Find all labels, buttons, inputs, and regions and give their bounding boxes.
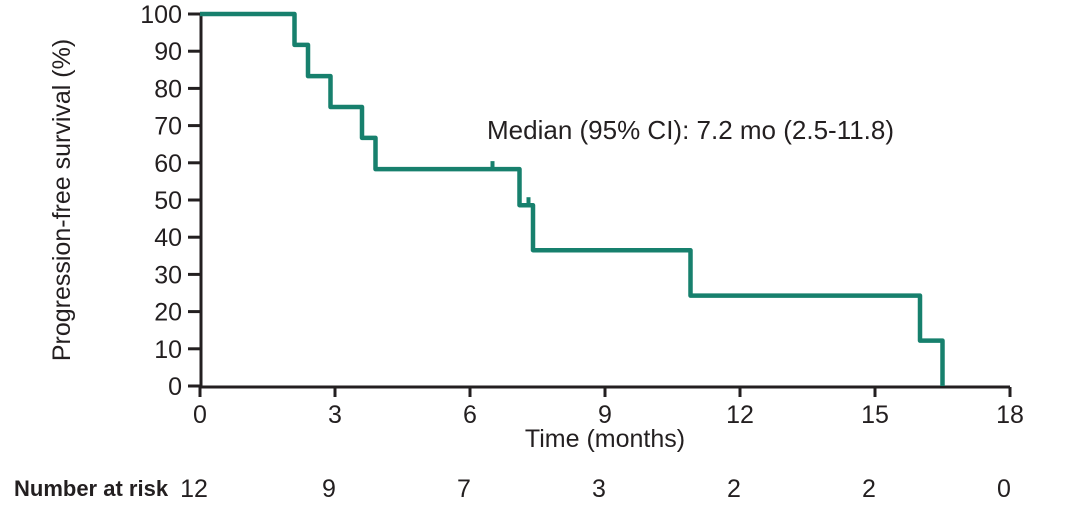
risk-value: 2 <box>862 475 876 503</box>
number-at-risk-label: Number at risk <box>14 476 169 501</box>
y-tick-label: 100 <box>140 1 182 29</box>
y-axis-ticks: 0 10 20 30 40 50 60 70 80 90 100 <box>140 1 201 401</box>
risk-value: 0 <box>997 475 1011 503</box>
x-tick-label: 15 <box>861 401 889 429</box>
x-tick-label: 18 <box>996 401 1024 429</box>
x-tick-label: 0 <box>193 401 207 429</box>
y-tick-label: 70 <box>154 113 182 141</box>
x-axis-ticks: 0 3 6 9 12 15 18 <box>193 387 1024 429</box>
axes <box>199 14 1010 389</box>
y-tick-label: 10 <box>154 336 182 364</box>
median-annotation: Median (95% CI): 7.2 mo (2.5-11.8) <box>487 115 894 145</box>
risk-value: 3 <box>592 475 606 503</box>
x-axis-title: Time (months) <box>525 425 685 453</box>
y-tick-label: 30 <box>154 261 182 289</box>
x-tick-label: 6 <box>463 401 477 429</box>
risk-value: 2 <box>727 475 741 503</box>
y-tick-label: 90 <box>154 38 182 66</box>
axis-lines <box>199 14 1010 389</box>
y-tick-label: 0 <box>168 373 182 401</box>
risk-value: 7 <box>457 475 471 503</box>
y-tick-label: 60 <box>154 150 182 178</box>
y-axis-title: Progression-free survival (%) <box>48 39 76 361</box>
number-at-risk-values: 12 9 7 3 2 2 0 <box>180 475 1011 503</box>
risk-value: 12 <box>180 475 208 503</box>
x-tick-label: 12 <box>726 401 754 429</box>
y-tick-label: 20 <box>154 299 182 327</box>
x-tick-label: 9 <box>598 401 612 429</box>
y-tick-label: 40 <box>154 224 182 252</box>
y-tick-label: 50 <box>154 187 182 215</box>
risk-value: 9 <box>322 475 336 503</box>
survival-curve <box>200 11 945 386</box>
x-tick-label: 3 <box>328 401 342 429</box>
y-tick-label: 80 <box>154 75 182 103</box>
survival-curve-group <box>200 11 945 386</box>
